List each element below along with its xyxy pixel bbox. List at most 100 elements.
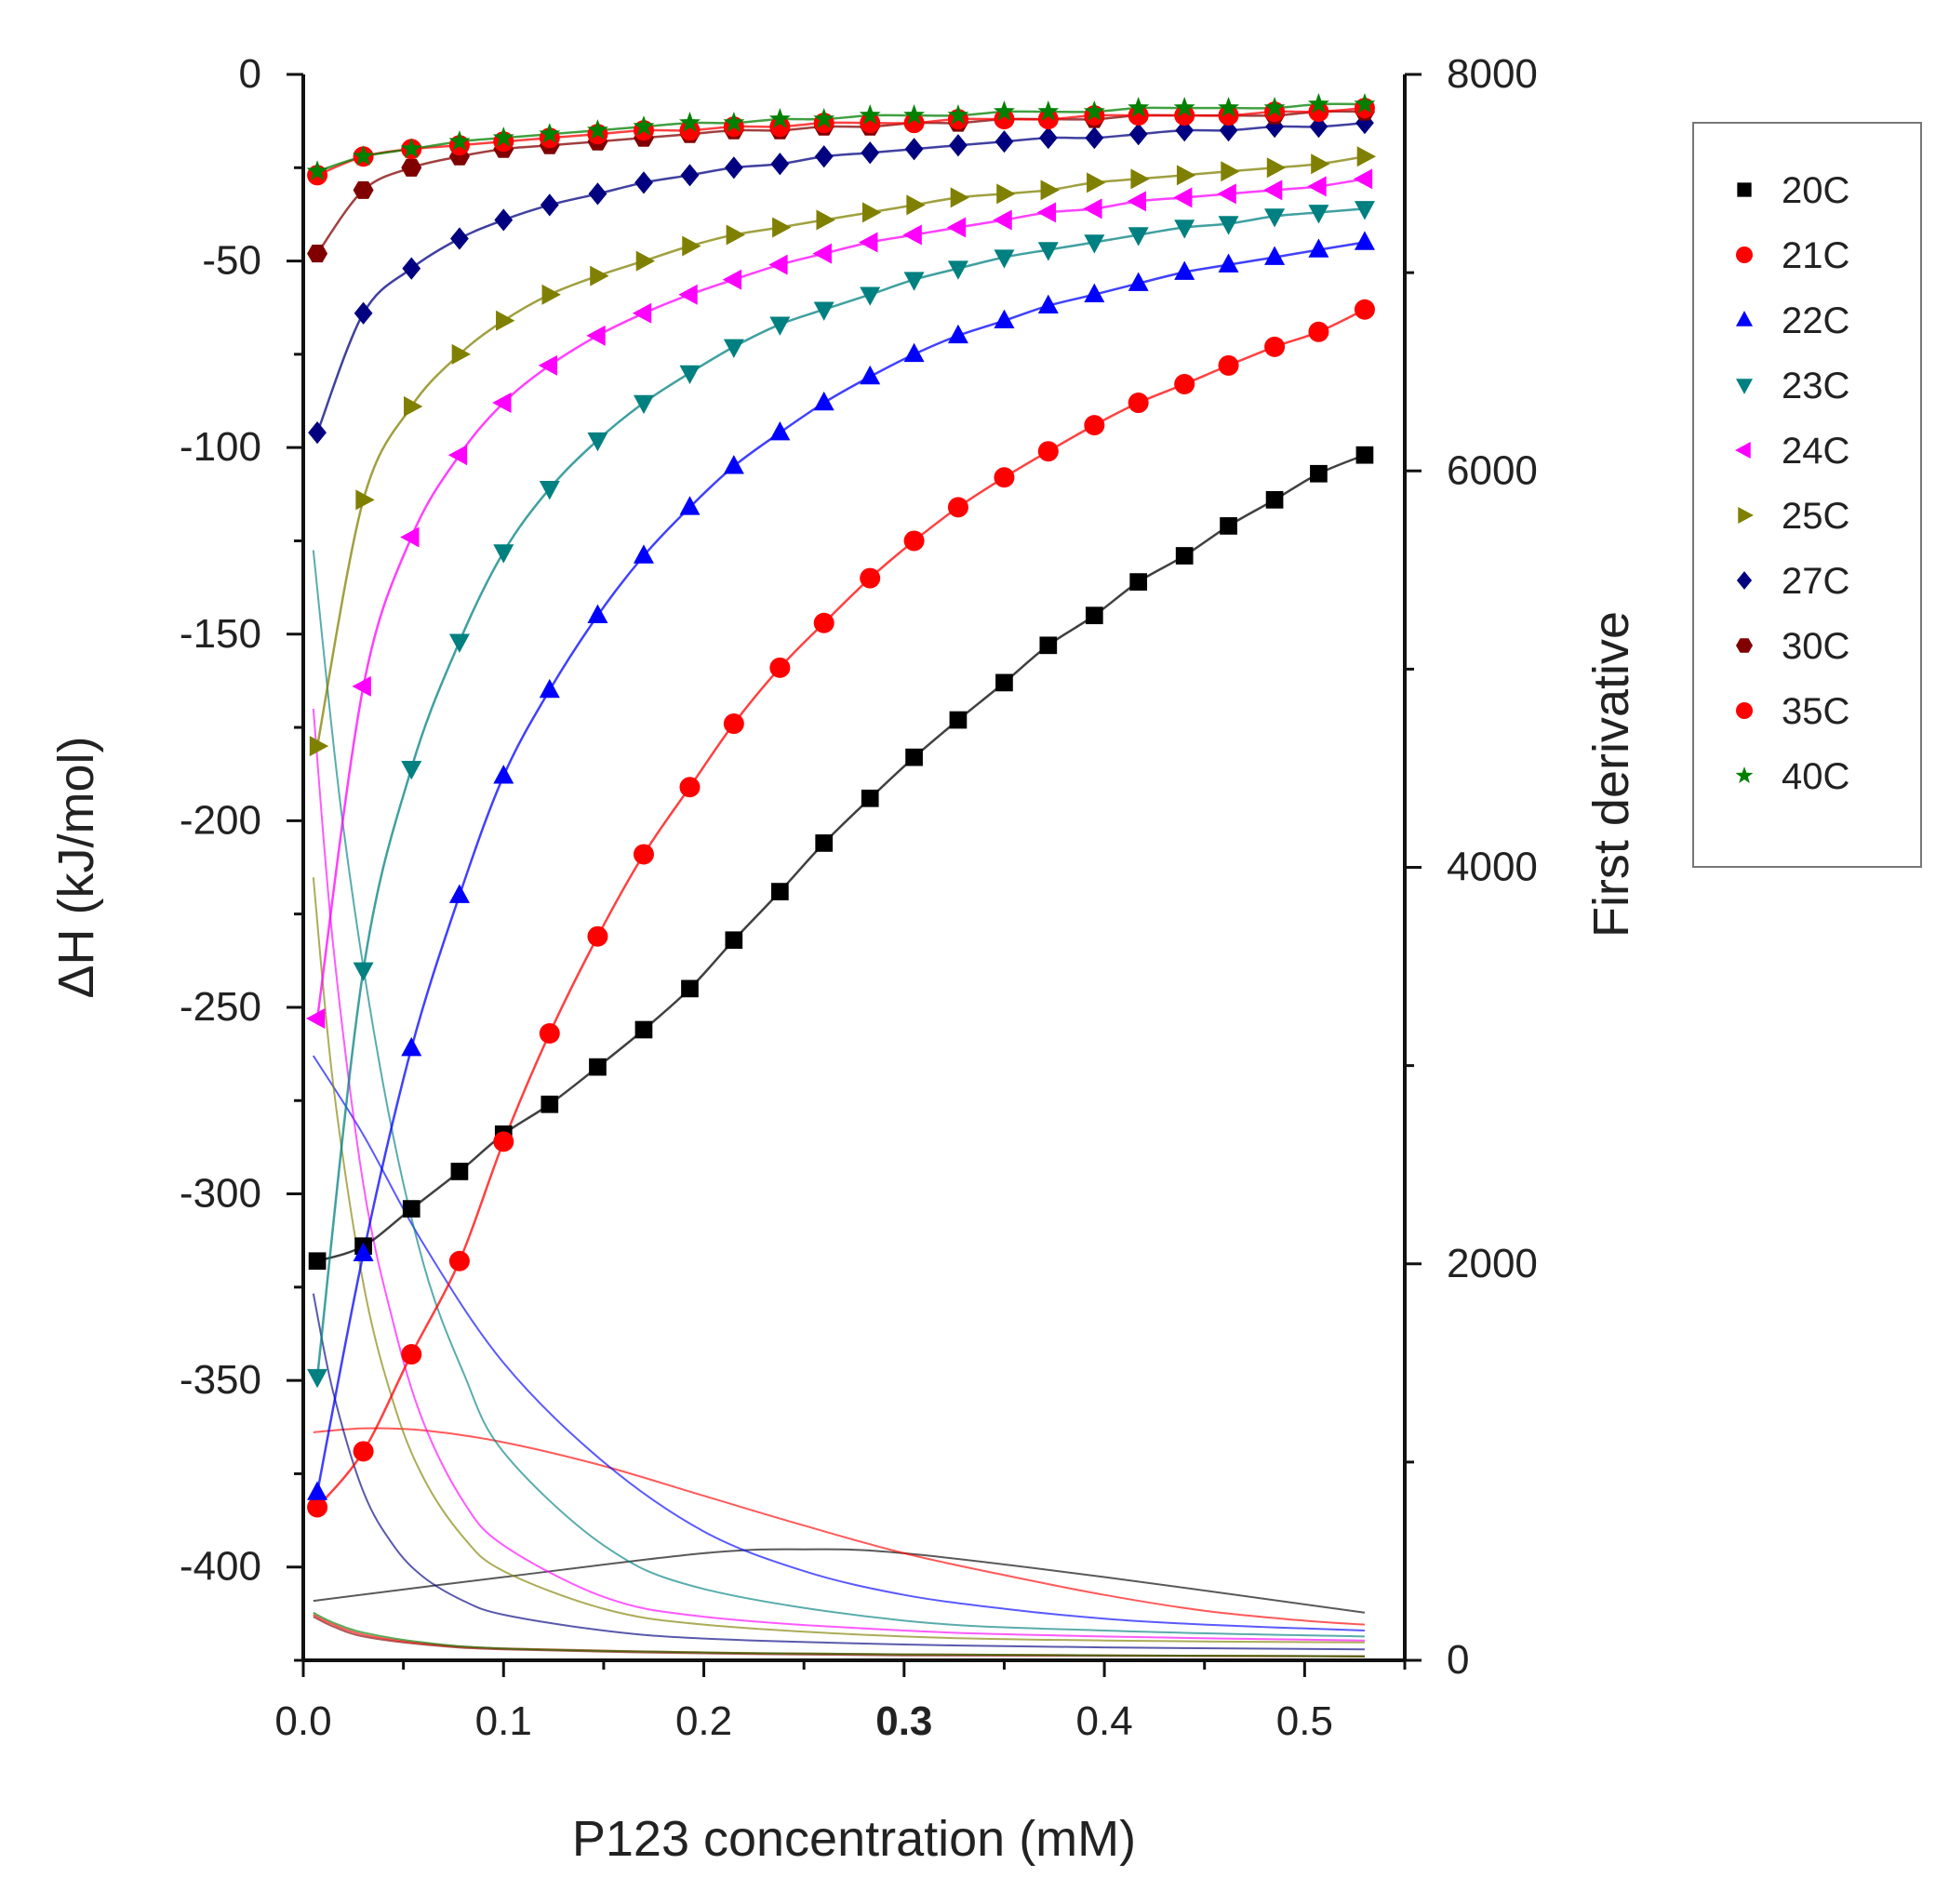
data-point bbox=[403, 396, 423, 418]
data-point bbox=[1128, 272, 1149, 291]
data-point bbox=[587, 604, 608, 623]
data-point bbox=[993, 100, 1015, 121]
data-point bbox=[353, 962, 374, 981]
x-tick-label: 0.5 bbox=[1276, 1698, 1333, 1744]
data-point bbox=[861, 789, 879, 807]
data-point bbox=[1311, 153, 1330, 175]
data-point bbox=[1218, 105, 1239, 126]
legend-marker bbox=[1735, 442, 1751, 459]
data-point bbox=[726, 224, 745, 246]
y-tick-label: -150 bbox=[180, 611, 261, 657]
legend-label: 35C bbox=[1782, 691, 1849, 732]
fit-curve-21C bbox=[316, 308, 1366, 1509]
data-point bbox=[1309, 115, 1328, 139]
data-point bbox=[723, 455, 744, 474]
derivative-curve-20C bbox=[313, 1548, 1366, 1614]
data-point bbox=[947, 497, 968, 518]
legend-label: 21C bbox=[1782, 235, 1849, 276]
data-point bbox=[401, 1036, 422, 1057]
data-point bbox=[678, 112, 701, 132]
derivative-curve-24C bbox=[312, 708, 1365, 1642]
data-point bbox=[813, 391, 834, 411]
data-point bbox=[1127, 191, 1146, 212]
data-point bbox=[448, 884, 470, 903]
derivative-curve-22C bbox=[312, 1055, 1365, 1631]
data-point bbox=[1308, 205, 1329, 224]
data-point bbox=[308, 421, 327, 445]
data-point bbox=[539, 123, 561, 143]
legend-marker bbox=[1736, 571, 1753, 590]
data-point bbox=[1354, 231, 1375, 250]
legend-marker bbox=[1735, 766, 1754, 784]
derivative-curves bbox=[312, 550, 1366, 1658]
y2-tick-label: 0 bbox=[1447, 1637, 1469, 1683]
y-tick-label: -50 bbox=[202, 238, 261, 284]
data-point bbox=[903, 104, 926, 125]
data-point bbox=[635, 250, 656, 272]
legend-marker bbox=[1736, 638, 1753, 653]
data-point bbox=[400, 138, 422, 159]
data-point bbox=[353, 180, 374, 199]
data-point bbox=[903, 272, 925, 291]
data-point bbox=[402, 1200, 421, 1218]
data-point bbox=[994, 467, 1015, 488]
legend-label: 24C bbox=[1782, 431, 1849, 472]
data-point bbox=[1083, 100, 1105, 121]
data-point bbox=[1218, 354, 1239, 376]
data-point bbox=[1266, 157, 1287, 179]
data-point bbox=[723, 112, 745, 132]
data-point bbox=[770, 883, 789, 900]
data-point bbox=[307, 245, 328, 263]
data-point bbox=[539, 678, 560, 699]
legend-box bbox=[1692, 122, 1922, 868]
y2-axis-title: First derivative bbox=[1583, 611, 1639, 938]
data-point bbox=[813, 301, 834, 321]
data-point bbox=[1083, 198, 1102, 220]
y-tick-label: -300 bbox=[180, 1171, 261, 1217]
derivative-curve-23C bbox=[312, 550, 1365, 1638]
y-tick-label: 0 bbox=[239, 51, 261, 97]
data-point bbox=[725, 931, 743, 950]
data-point bbox=[353, 1242, 374, 1261]
data-point bbox=[860, 365, 881, 385]
data-point bbox=[1037, 109, 1059, 130]
data-point bbox=[447, 445, 468, 466]
data-point bbox=[947, 324, 968, 344]
data-point bbox=[586, 119, 608, 140]
data-point bbox=[904, 138, 924, 161]
legend-marker bbox=[1736, 702, 1753, 719]
x-tick-label: 0.0 bbox=[274, 1698, 331, 1744]
y2-tick-label: 6000 bbox=[1447, 447, 1538, 493]
series-23C bbox=[307, 201, 1375, 1389]
data-point bbox=[1264, 208, 1286, 228]
data-point bbox=[496, 310, 515, 331]
data-point bbox=[633, 394, 654, 415]
legend-marker bbox=[1737, 182, 1752, 197]
data-point bbox=[947, 104, 969, 125]
data-point bbox=[815, 834, 834, 852]
data-point bbox=[816, 209, 835, 231]
series-25C bbox=[309, 146, 1377, 757]
data-point bbox=[813, 612, 834, 633]
data-point bbox=[1128, 393, 1149, 414]
legend-label: 25C bbox=[1782, 496, 1849, 537]
data-point bbox=[1128, 105, 1149, 126]
data-point bbox=[353, 1441, 374, 1462]
data-point bbox=[587, 432, 608, 452]
x-tick-label: 0.2 bbox=[675, 1698, 732, 1744]
legend-label: 30C bbox=[1782, 626, 1849, 667]
y-tick-label: -200 bbox=[180, 797, 261, 843]
data-point bbox=[309, 736, 329, 757]
fit-curve-25C bbox=[315, 155, 1366, 747]
data-point bbox=[1264, 336, 1286, 357]
data-point bbox=[1308, 321, 1329, 342]
data-point bbox=[949, 134, 968, 157]
data-point bbox=[680, 164, 700, 187]
data-point bbox=[352, 675, 371, 697]
data-point bbox=[494, 208, 514, 232]
data-point bbox=[451, 343, 472, 365]
data-point bbox=[902, 224, 922, 246]
data-point bbox=[539, 481, 560, 500]
data-point bbox=[995, 673, 1013, 692]
data-point bbox=[946, 217, 967, 238]
